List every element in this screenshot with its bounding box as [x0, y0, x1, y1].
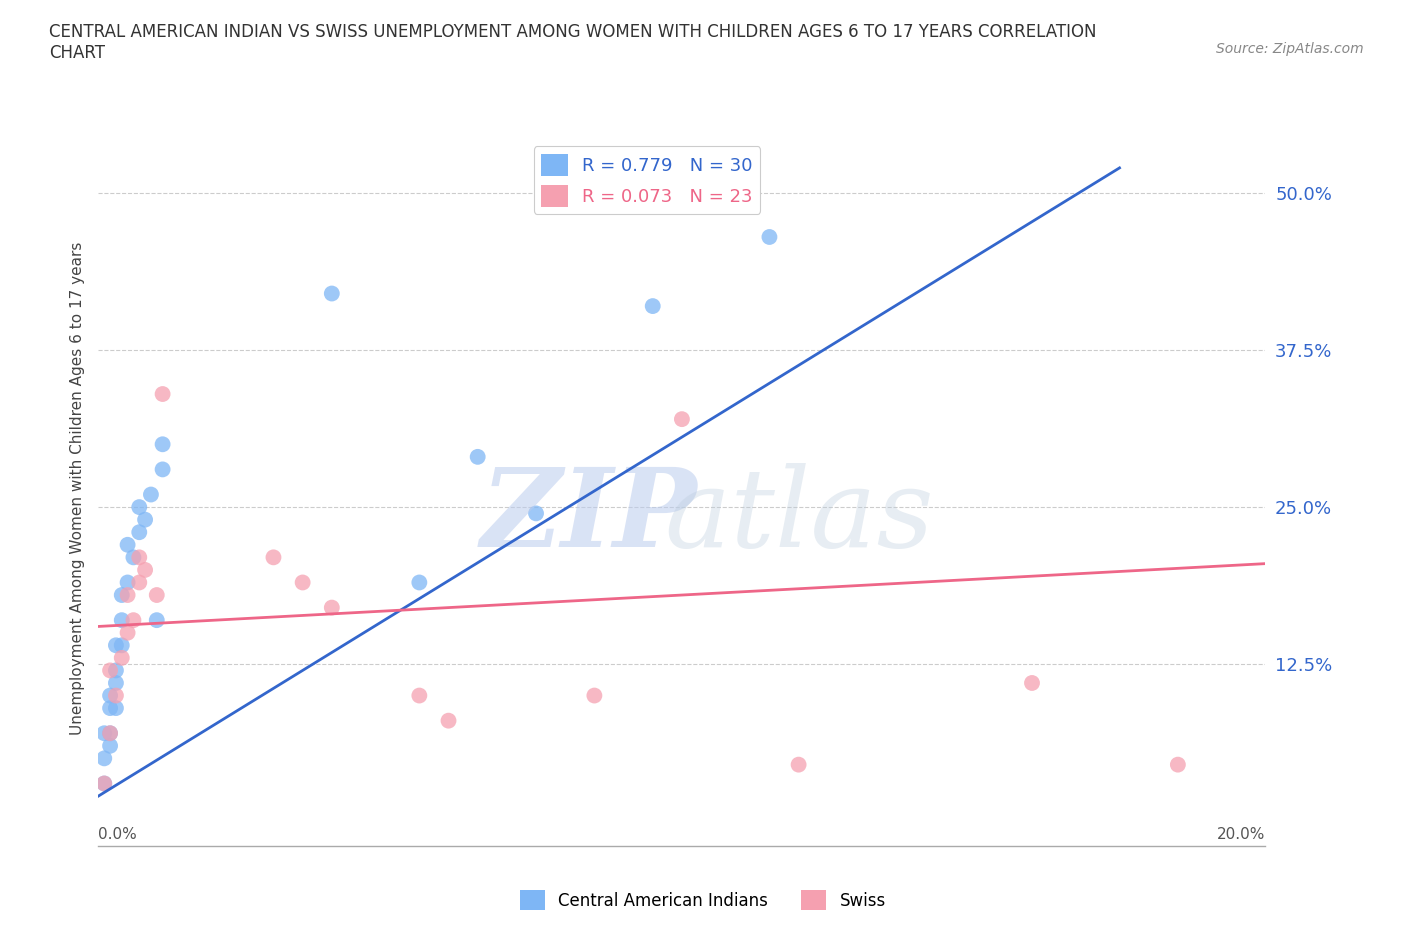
Point — [98, 663, 121, 678]
Point — [93, 776, 115, 790]
Point — [134, 512, 156, 527]
Point — [128, 525, 150, 539]
Point — [583, 688, 606, 703]
Text: ZIP: ZIP — [481, 463, 697, 571]
Point — [641, 299, 664, 313]
Point — [787, 757, 810, 772]
Point — [122, 550, 145, 565]
Point — [111, 638, 134, 653]
Point — [117, 575, 139, 590]
Point — [152, 387, 174, 402]
Text: Source: ZipAtlas.com: Source: ZipAtlas.com — [1216, 42, 1364, 56]
Point — [128, 575, 150, 590]
Point — [128, 499, 150, 514]
Point — [98, 738, 121, 753]
Text: CENTRAL AMERICAN INDIAN VS SWISS UNEMPLOYMENT AMONG WOMEN WITH CHILDREN AGES 6 T: CENTRAL AMERICAN INDIAN VS SWISS UNEMPLO… — [49, 23, 1097, 62]
Point — [111, 613, 134, 628]
Point — [152, 462, 174, 477]
Point — [117, 625, 139, 640]
Point — [291, 575, 314, 590]
Point — [146, 613, 169, 628]
Point — [408, 688, 430, 703]
Point — [104, 675, 127, 690]
Point — [111, 588, 134, 603]
Point — [758, 230, 780, 245]
Point — [93, 751, 115, 765]
Point — [321, 600, 343, 615]
Point — [262, 550, 284, 565]
Point — [1167, 757, 1189, 772]
Legend: R = 0.779   N = 30, R = 0.073   N = 23: R = 0.779 N = 30, R = 0.073 N = 23 — [534, 146, 761, 214]
Point — [122, 613, 145, 628]
Y-axis label: Unemployment Among Women with Children Ages 6 to 17 years: Unemployment Among Women with Children A… — [69, 242, 84, 735]
Point — [139, 487, 162, 502]
Point — [104, 700, 127, 715]
Point — [98, 725, 121, 740]
Point — [146, 588, 169, 603]
Point — [134, 563, 156, 578]
Legend: Central American Indians, Swiss: Central American Indians, Swiss — [513, 884, 893, 917]
Point — [408, 575, 430, 590]
Point — [98, 700, 121, 715]
Point — [93, 725, 115, 740]
Point — [98, 688, 121, 703]
Point — [104, 638, 127, 653]
Point — [128, 550, 150, 565]
Point — [467, 449, 489, 464]
Point — [321, 286, 343, 301]
Point — [437, 713, 460, 728]
Point — [671, 412, 693, 427]
Point — [104, 688, 127, 703]
Point — [93, 776, 115, 790]
Point — [104, 663, 127, 678]
Point — [117, 538, 139, 552]
Point — [152, 437, 174, 452]
Text: atlas: atlas — [664, 463, 934, 571]
Point — [98, 725, 121, 740]
Text: 0.0%: 0.0% — [98, 828, 138, 843]
Point — [1021, 675, 1043, 690]
Point — [117, 588, 139, 603]
Point — [524, 506, 547, 521]
Text: 20.0%: 20.0% — [1218, 828, 1265, 843]
Point — [111, 650, 134, 665]
